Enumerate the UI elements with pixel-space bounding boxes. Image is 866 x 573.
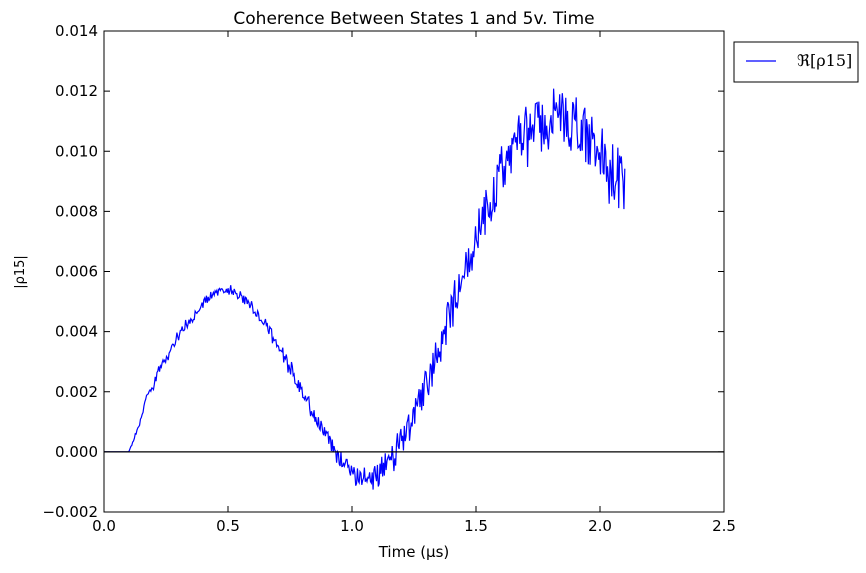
x-tick-label: 1.5: [464, 517, 488, 535]
legend-label: ℜ[ρ15]: [797, 51, 852, 70]
x-tick-label: 2.5: [712, 517, 736, 535]
x-tick-label: 0.0: [92, 517, 116, 535]
y-tick-label: 0.008: [55, 202, 98, 220]
plot-frame: [103, 30, 725, 513]
y-tick-label: 0.006: [55, 263, 98, 281]
x-tick-label: 0.5: [216, 517, 240, 535]
y-axis-label: |ρ15|: [13, 255, 28, 289]
y-tick-label: 0.004: [55, 323, 98, 341]
y-tick-label: 0.000: [55, 443, 98, 461]
y-tick-label: 0.010: [55, 142, 98, 160]
x-tick-label: 2.0: [588, 517, 612, 535]
legend: ℜ[ρ15]: [733, 41, 859, 83]
chart-title: Coherence Between States 1 and 5v. Time: [233, 9, 594, 29]
x-tick-label: 1.0: [340, 517, 364, 535]
y-tick-label: −0.002: [42, 503, 98, 521]
y-tick-label: 0.014: [55, 22, 98, 40]
x-axis-label: Time (μs): [378, 543, 450, 561]
y-tick-label: 0.002: [55, 383, 98, 401]
plot-area: 0.0 0.5 1.0 1.5 2.0 2.5 −0.002 0.000 0.002 0.004 0…: [42, 22, 735, 535]
y-tick-label: 0.012: [55, 82, 98, 100]
series-line: [104, 88, 626, 490]
legend-box: [733, 41, 859, 83]
